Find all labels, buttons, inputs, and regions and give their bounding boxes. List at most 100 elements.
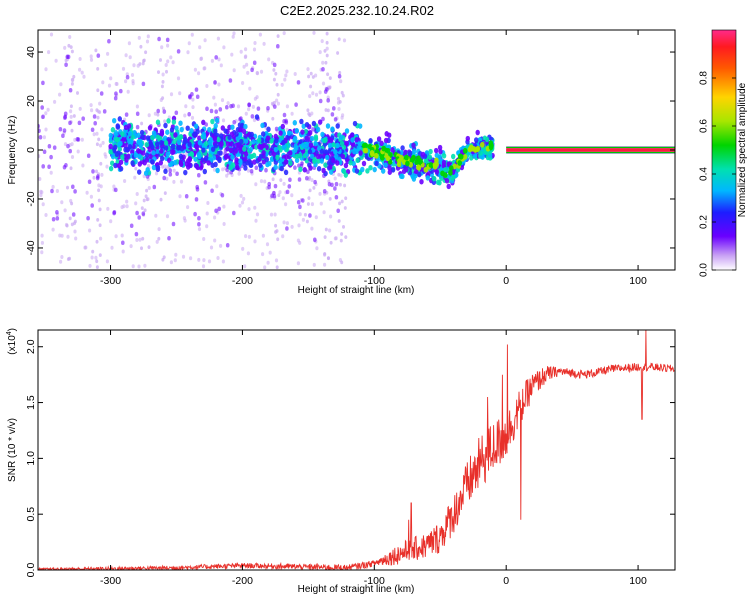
spectrogram-noise-point: [95, 131, 99, 136]
spectrogram-point: [278, 130, 283, 136]
spectrogram-noise-point: [146, 34, 150, 39]
spectrogram-point: [115, 136, 120, 143]
spectrogram-noise-point: [98, 207, 102, 212]
spectrogram-point: [144, 157, 150, 163]
spectrogram-noise-point: [205, 84, 209, 88]
spectrogram-noise-point: [323, 49, 327, 53]
spectrogram-noise-point: [169, 92, 174, 97]
spectrogram-noise-point: [310, 202, 314, 207]
spectrogram-point: [333, 149, 338, 155]
spectrogram-point: [210, 162, 215, 169]
spectrogram-noise-point: [275, 98, 279, 103]
spectrogram-noise-point: [283, 77, 287, 82]
spectrogram-point: [344, 140, 350, 147]
spectrogram-noise-point: [44, 111, 48, 116]
spectrogram-point: [247, 102, 251, 108]
spectrogram-point: [137, 161, 142, 167]
spectrogram-point: [299, 118, 304, 125]
spectrogram-point: [192, 131, 198, 137]
spectrogram-point: [40, 105, 44, 110]
spectrogram-point: [478, 150, 483, 156]
spectrogram-point: [428, 148, 433, 155]
spectrogram-point: [125, 74, 130, 80]
spectrogram-point: [250, 67, 254, 73]
spectrogram-point: [387, 165, 392, 171]
spectrogram-noise-point: [161, 165, 165, 169]
spectrogram-noise-point: [91, 249, 95, 254]
spectrogram-noise-point: [246, 168, 251, 173]
spectrogram-noise-point: [163, 119, 167, 124]
spectrogram-noise-point: [161, 80, 165, 84]
spectrogram-noise-point: [124, 53, 128, 58]
spectrogram-point: [469, 155, 474, 161]
snr-x-ticks: -300 -200 -100 0 100: [100, 575, 647, 587]
spectrogram-point: [304, 135, 309, 141]
spectrogram-noise-point: [99, 161, 103, 166]
spectrogram-noise-point: [239, 193, 243, 198]
spectrogram-noise-point: [114, 234, 118, 239]
spectrogram-point: [68, 120, 72, 126]
spectrogram-point: [130, 160, 135, 166]
spectrogram-point: [86, 153, 91, 158]
spectrogram-point: [212, 135, 217, 142]
spectrogram-point: [330, 126, 335, 132]
spectrogram-point: [405, 160, 410, 167]
spectrogram-point: [155, 119, 161, 125]
spectrogram-noise-point: [80, 137, 84, 142]
spectrogram-point: [274, 126, 279, 132]
spectrogram-point: [129, 223, 134, 228]
spectrogram-noise-point: [46, 107, 50, 112]
spectrogram-point: [374, 160, 379, 167]
spectrogram-noise-point: [202, 237, 206, 241]
spectrogram-noise-point: [213, 102, 217, 107]
spectrogram-point: [474, 137, 479, 143]
spectrogram-noise-point: [326, 72, 330, 77]
spectrogram-noise-point: [189, 256, 193, 261]
spectrogram-point: [123, 124, 129, 131]
spectrogram-point: [197, 216, 201, 221]
spectrogram-point: [197, 222, 201, 227]
spectrogram-noise-point: [344, 235, 348, 239]
spectrogram-noise-point: [105, 164, 109, 169]
spectrogram-point: [294, 102, 298, 107]
spectrogram-point: [62, 128, 67, 133]
spectrogram-point: [321, 116, 325, 122]
spectrogram-noise-point: [89, 57, 94, 62]
spectrogram-noise-point: [333, 236, 337, 241]
spectrogram-noise-point: [199, 56, 204, 61]
spectrogram-point: [309, 135, 315, 142]
spectrogram-point: [458, 153, 464, 160]
spectrogram-point: [319, 148, 324, 154]
spectrogram-noise-point: [98, 253, 102, 257]
spectrogram-point: [159, 130, 165, 136]
spectrogram-noise-point: [209, 245, 214, 250]
spectrogram-point: [124, 112, 129, 117]
spectrogram-noise-point: [193, 67, 197, 72]
spectrogram-point: [99, 91, 104, 96]
spectrogram-noise-point: [141, 61, 145, 66]
spectrogram-noise-point: [210, 58, 214, 63]
spectrogram-point: [213, 143, 219, 149]
spectrogram-noise-point: [241, 81, 245, 85]
spectrogram-noise-point: [293, 72, 297, 76]
spectrogram-point: [287, 184, 292, 189]
spectrogram-noise-point: [139, 44, 143, 49]
spectrogram-noise-point: [68, 216, 72, 221]
spectrogram-point: [151, 150, 156, 156]
spectrogram-noise-point: [238, 203, 242, 208]
spectrogram-noise-point: [83, 245, 87, 250]
spectrogram-point: [318, 98, 323, 104]
spectrogram-point: [363, 147, 369, 154]
spectrogram-noise-point: [131, 264, 135, 269]
spectrogram-noise-point: [173, 258, 177, 263]
spectrogram-noise-point: [49, 170, 53, 175]
spectrogram-noise-point: [247, 234, 251, 239]
spectrogram-noise-point: [104, 63, 108, 68]
spectrogram-noise-point: [244, 47, 248, 52]
spectrogram-noise-point: [51, 227, 55, 232]
spectrogram-point: [488, 140, 494, 146]
spectrogram-noise-point: [227, 171, 231, 176]
spectrogram-noise-point: [140, 206, 144, 210]
spectrogram-point: [178, 134, 184, 140]
spectrogram-point: [68, 88, 73, 93]
